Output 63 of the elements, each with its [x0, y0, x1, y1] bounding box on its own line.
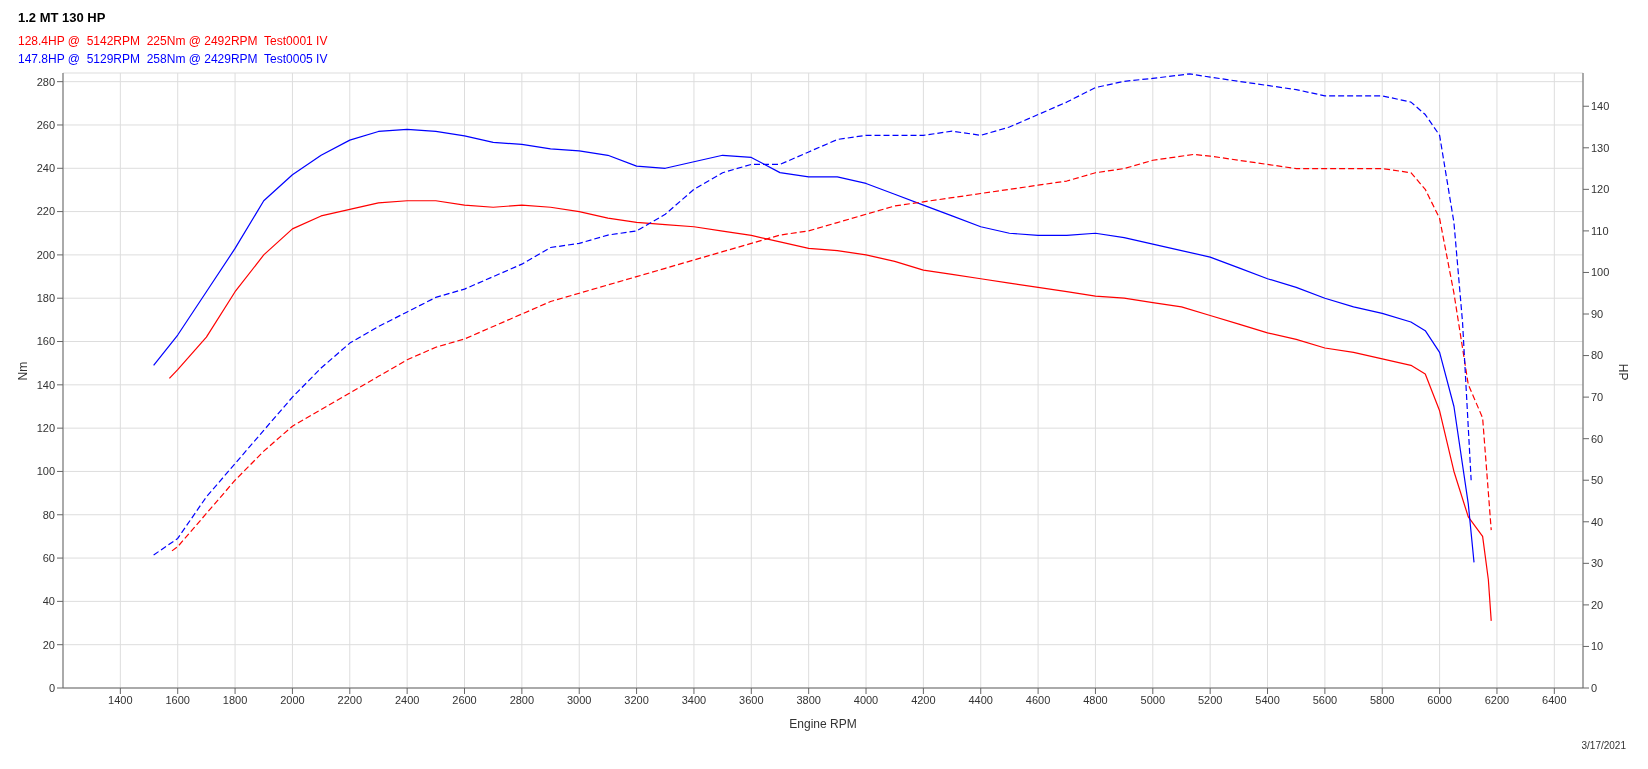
- x-tick-label: 2200: [337, 693, 363, 706]
- x-tick-label: 3400: [681, 693, 707, 706]
- y-tick-label: 260: [36, 118, 55, 131]
- y2-axis-title: HP: [1615, 363, 1630, 381]
- x-tick-label: 6400: [1542, 693, 1567, 706]
- y-tick-label: 220: [36, 205, 55, 218]
- x-tick-label: 2000: [280, 693, 305, 706]
- y2-tick-label: 0: [1591, 681, 1598, 694]
- y-tick-label: 180: [36, 292, 55, 305]
- y2-tick-label: 120: [1591, 183, 1610, 196]
- y-tick-label: 280: [36, 75, 55, 88]
- y2-tick-label: 140: [1591, 100, 1610, 113]
- y-tick-label: 120: [36, 422, 55, 435]
- x-tick-label: 1800: [222, 693, 248, 706]
- x-tick-label: 6200: [1484, 693, 1510, 706]
- x-tick-label: 2800: [509, 693, 535, 706]
- y2-tick-label: 130: [1591, 141, 1610, 154]
- y2-tick-label: 110: [1591, 224, 1609, 237]
- y2-tick-label: 90: [1591, 307, 1604, 320]
- y-tick-label: 0: [48, 681, 55, 694]
- x-tick-label: 4200: [911, 693, 936, 706]
- y-tick-label: 160: [36, 335, 55, 348]
- x-tick-label: 2600: [452, 693, 477, 706]
- x-tick-label: 5000: [1140, 693, 1166, 706]
- y2-tick-label: 50: [1591, 474, 1604, 487]
- y2-tick-label: 40: [1591, 515, 1604, 528]
- y2-tick-label: 60: [1591, 432, 1604, 445]
- y-tick-label: 240: [36, 162, 55, 175]
- y2-tick-label: 70: [1591, 391, 1604, 404]
- x-tick-label: 4800: [1083, 693, 1108, 706]
- y-tick-label: 20: [42, 638, 55, 651]
- x-tick-label: 2400: [394, 693, 420, 706]
- y-axis-title: Nm: [16, 361, 31, 381]
- y2-tick-label: 10: [1591, 640, 1604, 653]
- x-tick-label: 3200: [624, 693, 649, 706]
- x-tick-label: 5400: [1255, 693, 1280, 706]
- x-tick-label: 6000: [1427, 693, 1452, 706]
- y-tick-label: 200: [36, 248, 55, 261]
- y2-tick-label: 100: [1591, 266, 1610, 279]
- text: 128.4HP @ 5142RPM 225Nm @ 2492RPM Test0001 IV: [18, 33, 328, 50]
- text: 147.8HP @ 5129RPM 258Nm @ 2429RPM Test0005 IV: [18, 51, 328, 68]
- x-tick-label: 5600: [1312, 693, 1338, 706]
- x-tick-label: 3600: [739, 693, 764, 706]
- x-tick-label: 1400: [108, 693, 133, 706]
- x-tick-label: 5200: [1197, 693, 1223, 706]
- y-tick-label: 40: [42, 595, 55, 608]
- text: 3/17/2021: [1581, 740, 1626, 751]
- x-tick-label: 3000: [566, 693, 592, 706]
- x-tick-label: 5800: [1370, 693, 1395, 706]
- y-tick-label: 80: [42, 508, 55, 521]
- x-tick-label: 4000: [853, 693, 879, 706]
- y-tick-label: 140: [36, 378, 55, 391]
- y2-tick-label: 30: [1591, 557, 1604, 570]
- x-tick-label: 1600: [165, 693, 190, 706]
- y2-tick-label: 80: [1591, 349, 1604, 362]
- y-tick-label: 100: [36, 465, 55, 478]
- x-tick-label: 3800: [796, 693, 821, 706]
- x-tick-label: 4600: [1025, 693, 1051, 706]
- y-tick-label: 60: [42, 551, 55, 564]
- x-tick-label: 4400: [968, 693, 993, 706]
- x-axis-title: Engine RPM: [789, 717, 857, 731]
- y2-tick-label: 20: [1591, 598, 1604, 611]
- chart-title: 1.2 MT 130 HP: [18, 10, 106, 25]
